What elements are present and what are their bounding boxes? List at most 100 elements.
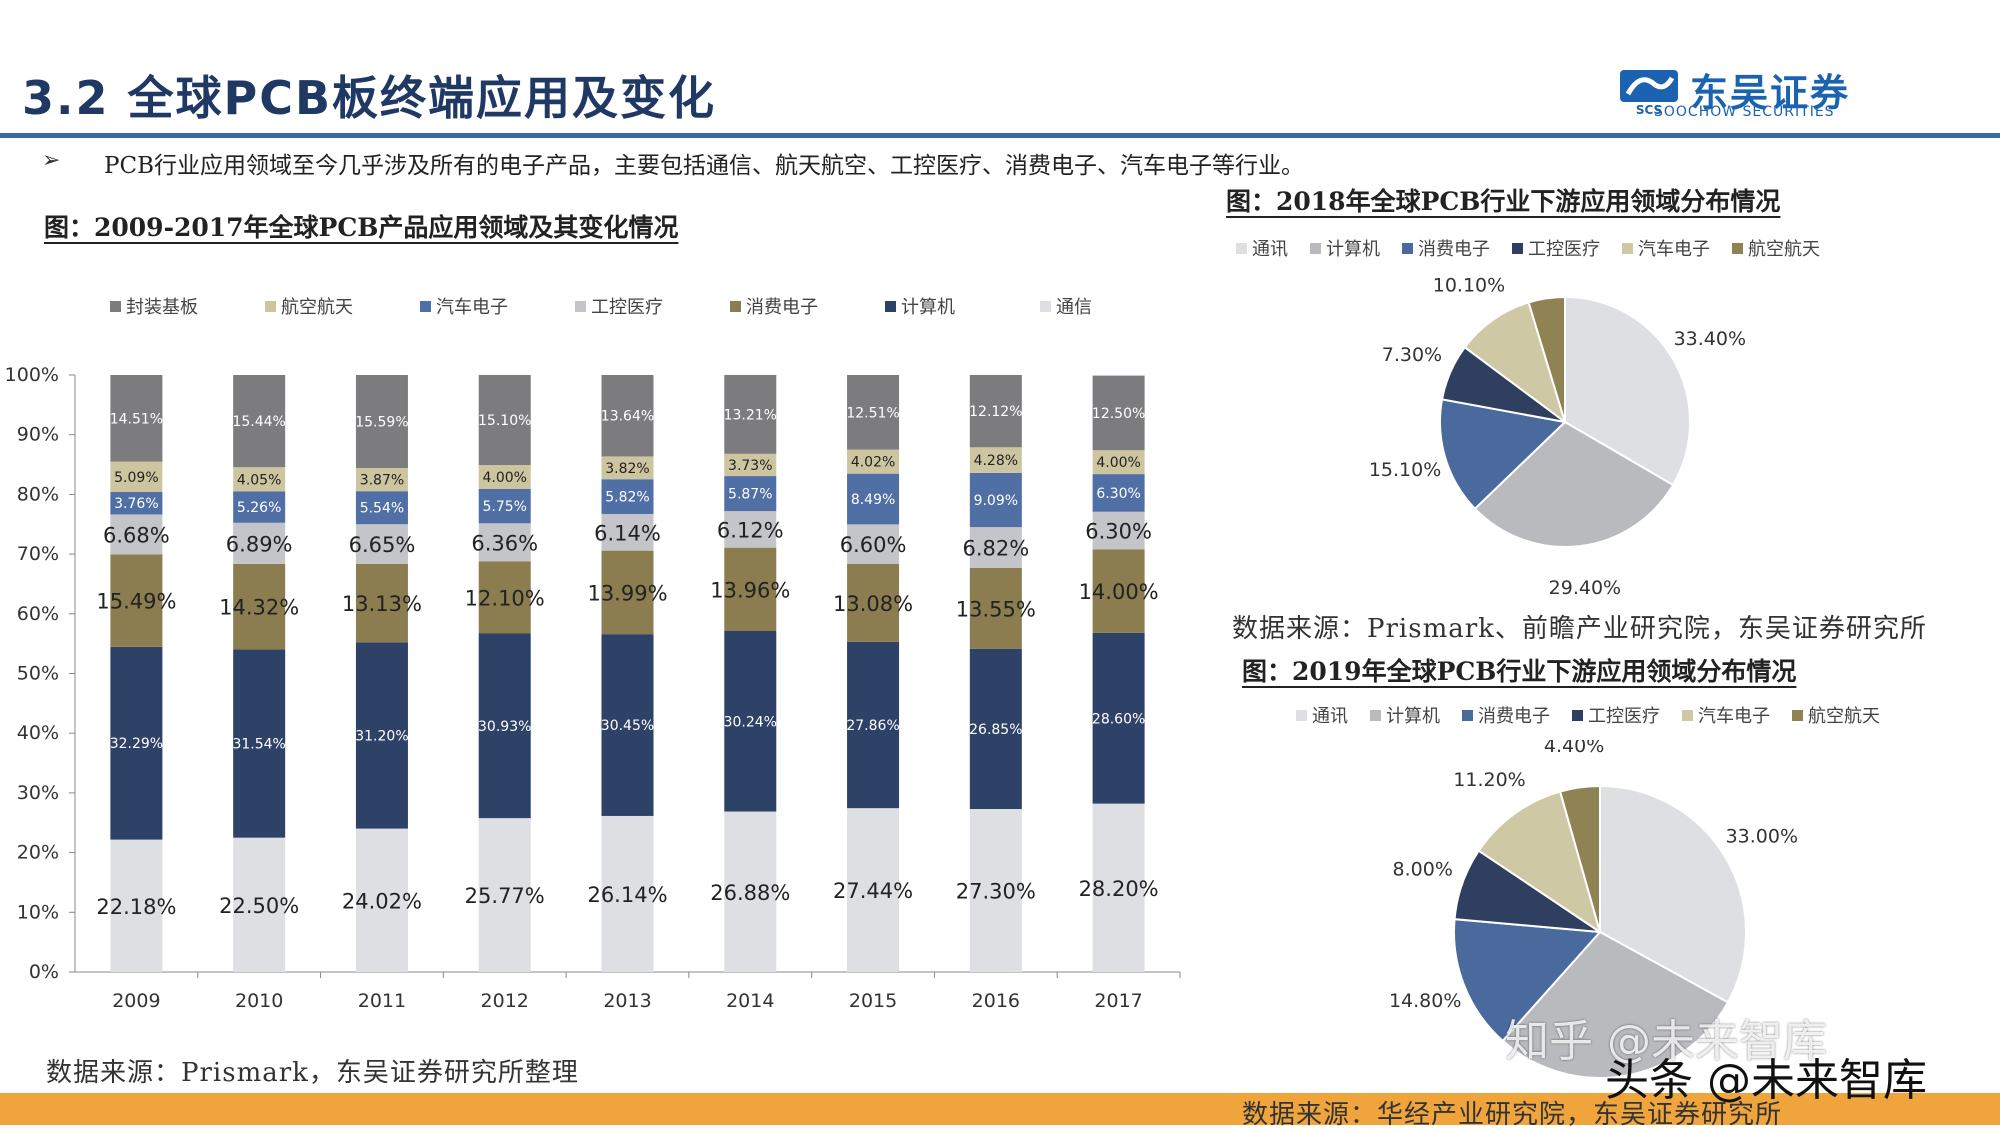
bar-segment [110, 514, 163, 555]
bar-segment [969, 648, 1022, 810]
legend-label: 计算机 [1386, 706, 1440, 727]
bar-segment [724, 811, 777, 972]
bar-chart-legend: 封装基板 航空航天 汽车电子 工控医疗 消费电子 计算机 通信 [110, 293, 1195, 319]
bar-segment [847, 375, 900, 450]
pie-slice [1599, 784, 1747, 1004]
legend-swatch [265, 300, 276, 312]
pie-2018-legend-item: 消费电子 [1402, 235, 1490, 261]
bar-data-label: 14.32% [219, 596, 299, 620]
bar-data-label: 22.50% [219, 894, 299, 918]
bar-data-label: 15.59% [355, 415, 408, 431]
logo-mark-text: SCS [1636, 103, 1662, 116]
pie-2018-title: 图：2018年全球PCB行业下游应用领域分布情况 [1226, 187, 1781, 216]
bar-data-label: 28.60% [1092, 711, 1145, 727]
y-tick-label: 30% [17, 782, 59, 804]
legend-label: 封装基板 [126, 297, 198, 318]
bar-data-label: 13.08% [833, 592, 913, 616]
bar-legend-item: 工控医疗 [575, 293, 730, 319]
pie-slice [1527, 295, 1566, 423]
bar-data-label: 6.65% [349, 533, 416, 557]
bar-data-label: 12.50% [1092, 406, 1145, 422]
bar-segment [969, 567, 1022, 649]
legend-label: 计算机 [1326, 239, 1380, 260]
bar-segment [233, 649, 286, 838]
pie-data-label: 33.40% [1674, 328, 1746, 350]
bullet-arrow-icon: ➢ [42, 148, 61, 173]
pie-2019-legend-item: 通讯 [1296, 702, 1348, 728]
bar-segment [724, 547, 777, 631]
bar-data-label: 30.93% [478, 719, 531, 735]
bar-segment [601, 479, 654, 514]
bar-segment [355, 491, 408, 525]
bullet-text: PCB行业应用领域至今几乎涉及所有的电子产品，主要包括通信、航天航空、工控医疗、… [104, 153, 1304, 179]
bar-data-label: 14.00% [1079, 580, 1159, 604]
bar-segment [110, 646, 163, 840]
bar-data-label: 12.51% [846, 405, 899, 421]
bar-segment [969, 447, 1022, 473]
y-tick-label: 40% [17, 722, 59, 744]
bar-data-label: 5.26% [237, 500, 281, 516]
legend-label: 消费电子 [1418, 239, 1490, 260]
legend-label: 计算机 [901, 297, 955, 318]
bar-segment [1092, 549, 1145, 633]
bar-data-label: 5.82% [605, 490, 649, 506]
soochow-logo-icon: SCS [1620, 70, 1678, 116]
legend-swatch [1296, 709, 1307, 721]
bar-segment [233, 563, 286, 650]
bar-data-label: 5.75% [482, 499, 526, 515]
pie-2019-legend-item: 汽车电子 [1682, 702, 1770, 728]
legend-swatch [1682, 709, 1693, 721]
bar-data-label: 15.44% [232, 414, 285, 430]
bar-data-label: 5.54% [360, 501, 404, 517]
legend-label: 汽车电子 [1638, 239, 1710, 260]
legend-label: 汽车电子 [1698, 706, 1770, 727]
bar-segment [724, 453, 777, 477]
x-tick-label: 2015 [849, 990, 897, 1012]
bar-segment [355, 375, 408, 469]
legend-swatch [1310, 242, 1321, 254]
y-tick-label: 0% [29, 961, 59, 983]
footer-band [0, 1093, 2000, 1125]
pie-data-label: 15.10% [1369, 459, 1441, 481]
pie-data-label: 29.40% [1549, 577, 1621, 599]
bar-segment [724, 476, 777, 512]
bar-segment [233, 491, 286, 523]
pie-slice [1564, 295, 1691, 487]
bar-segment [478, 465, 531, 489]
bar-legend-item: 消费电子 [730, 293, 885, 319]
bar-data-label: 13.96% [710, 578, 790, 602]
pie-2019-chart: 33.00% 14.80% 8.00% 11.20% 4.40% [1389, 740, 1798, 1079]
bar-chart: 0% 10% 20% 30% 40% 50% 60% 70% 80% 90% 100% 2009 22.… [5, 364, 1181, 1012]
x-tick-label: 2011 [358, 990, 406, 1012]
page-title: 3.2 全球PCB板终端应用及变化 [22, 71, 717, 125]
bar-segment [847, 563, 900, 642]
bar-data-label: 3.76% [114, 496, 158, 512]
bar-data-label: 24.02% [342, 889, 422, 913]
bar-segment [724, 511, 777, 548]
pie-slice [1463, 301, 1567, 425]
bar-legend-item: 汽车电子 [420, 293, 575, 319]
bar-segment [724, 374, 777, 454]
pie-2018-legend-item: 航空航天 [1732, 235, 1820, 261]
bar-segment [1092, 803, 1145, 972]
legend-swatch [885, 300, 896, 312]
y-tick-label: 60% [17, 603, 59, 625]
bar-data-label: 13.21% [724, 407, 777, 423]
bar-data-label: 3.87% [360, 473, 404, 489]
bar-segment [110, 492, 163, 515]
pie-2019-legend-item: 计算机 [1370, 702, 1440, 728]
pie-slice [1501, 930, 1730, 1079]
bar-data-label: 12.12% [969, 404, 1022, 420]
pie-2018-source: 数据来源：Prismark、前瞻产业研究院，东吴证券研究所 [1232, 614, 1927, 644]
watermark-toutiao: 头条 @未来智库 [1605, 1055, 1927, 1106]
bar-data-label: 13.13% [342, 592, 422, 616]
bar-data-label: 4.00% [1096, 455, 1140, 471]
legend-swatch [1236, 242, 1247, 254]
y-tick-label: 90% [17, 424, 59, 446]
legend-swatch [1370, 709, 1381, 721]
legend-swatch [1792, 709, 1803, 721]
bar-segment [478, 561, 531, 634]
bar-segment [355, 524, 408, 564]
bar-data-label: 6.68% [103, 523, 170, 547]
legend-swatch [1572, 709, 1583, 721]
